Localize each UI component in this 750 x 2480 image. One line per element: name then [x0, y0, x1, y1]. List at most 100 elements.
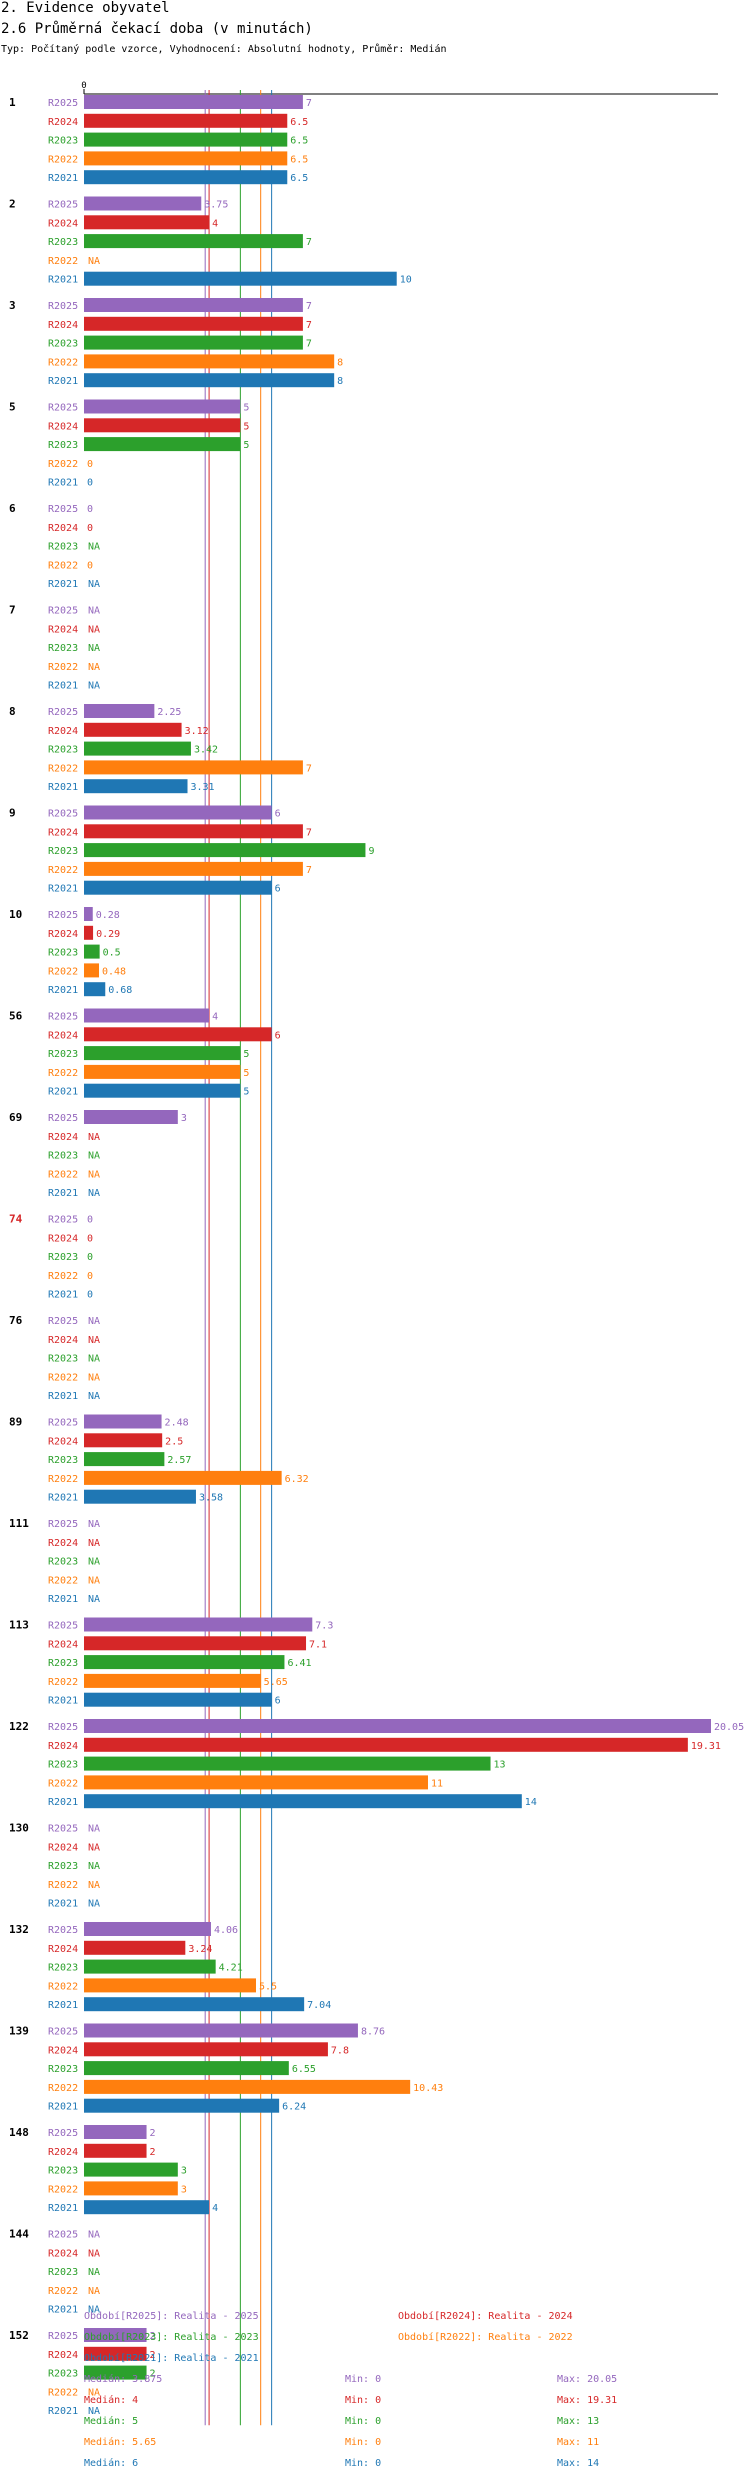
na-label: NA — [88, 1354, 100, 1365]
series-label: R2024 — [48, 320, 78, 331]
bar — [84, 373, 335, 388]
series-label: R2024 — [48, 1944, 78, 1955]
data-label: 6.55 — [292, 2064, 316, 2075]
series-label: R2021 — [48, 173, 78, 184]
data-label: 4 — [212, 218, 218, 229]
data-label: 7.1 — [309, 1639, 327, 1650]
na-label: NA — [88, 1151, 100, 1162]
data-label: 5 — [243, 1087, 249, 1098]
series-label: R2025 — [48, 1925, 78, 1936]
data-label: 2 — [150, 2369, 156, 2380]
category-label: 2 — [9, 198, 16, 211]
na-label: NA — [88, 662, 100, 673]
series-label: R2023 — [48, 1455, 78, 1466]
bar — [84, 1655, 285, 1670]
data-label: 2 — [150, 2331, 156, 2342]
category-label: 132 — [9, 1923, 29, 1936]
data-label: 20.05 — [714, 1722, 744, 1733]
bar — [84, 298, 303, 312]
series-label: R2023 — [48, 1049, 78, 1060]
bar — [84, 880, 272, 895]
data-label: 9 — [368, 846, 374, 857]
series-label: R2025 — [48, 2331, 78, 2342]
series-label: R2024 — [48, 624, 78, 635]
x-tick-label: 0 — [81, 81, 86, 91]
section-title: 2. Evidence obyvatel — [1, 0, 170, 16]
series-label: R2024 — [48, 1538, 78, 1549]
bar — [84, 2098, 280, 2113]
bar — [84, 2061, 289, 2076]
bar — [84, 1692, 272, 1707]
na-label: NA — [88, 579, 100, 590]
legend-entry: Období[R2024]: Realita - 2024 — [398, 2311, 573, 2322]
category-label: 1 — [9, 96, 16, 109]
series-label: R2023 — [48, 948, 78, 959]
data-label: 7 — [306, 301, 312, 312]
bar — [84, 1737, 688, 1752]
series-label: R2025 — [48, 200, 78, 211]
series-label: R2023 — [48, 2267, 78, 2278]
data-label: 6.5 — [290, 117, 308, 128]
bar — [84, 1719, 711, 1733]
series-label: R2024 — [48, 421, 78, 432]
bar — [84, 944, 100, 959]
chart-subtitle: Typ: Počítaný podle vzorce, Vyhodnocení:… — [1, 44, 447, 55]
bar — [84, 760, 303, 775]
category-label: 122 — [9, 1720, 29, 1733]
na-label: NA — [88, 2406, 100, 2417]
bar — [84, 316, 303, 331]
series-label: R2023 — [48, 643, 78, 654]
bar — [84, 925, 94, 940]
series-label: R2024 — [48, 1436, 78, 1447]
data-label: 5 — [243, 440, 249, 451]
data-label: 14 — [525, 1797, 537, 1808]
series-label: R2023 — [48, 2369, 78, 2380]
bar — [84, 1414, 162, 1429]
bar — [84, 113, 288, 128]
na-label: NA — [88, 1391, 100, 1402]
bar — [84, 1997, 305, 2012]
na-label: NA — [88, 1842, 100, 1853]
series-label: R2021 — [48, 1696, 78, 1707]
series-label: R2025 — [48, 301, 78, 312]
na-label: NA — [88, 1880, 100, 1891]
data-label: 2 — [150, 2128, 156, 2139]
bar — [84, 1027, 272, 1042]
bar — [84, 1959, 216, 1974]
data-label: 0.28 — [96, 910, 120, 921]
series-label: R2023 — [48, 542, 78, 553]
series-label: R2023 — [48, 1658, 78, 1669]
data-label: 6.5 — [290, 136, 308, 147]
series-label: R2021 — [48, 1899, 78, 1910]
series-label: R2024 — [48, 1639, 78, 1650]
series-label: R2021 — [48, 1594, 78, 1605]
series-label: R2021 — [48, 985, 78, 996]
data-label: 3 — [181, 2184, 187, 2195]
series-label: R2024 — [48, 523, 78, 534]
data-label: 3.42 — [194, 745, 218, 756]
bar — [84, 722, 182, 737]
stat-min: Min: 0 — [345, 2437, 382, 2448]
series-label: R2021 — [48, 1290, 78, 1301]
bar — [84, 196, 202, 211]
series-label: R2024 — [48, 1842, 78, 1853]
na-label: NA — [88, 606, 100, 617]
data-label: 4 — [212, 2203, 218, 2214]
series-label: R2021 — [48, 275, 78, 286]
bar — [84, 843, 366, 858]
series-label: R2025 — [48, 403, 78, 414]
na-label: NA — [88, 624, 100, 635]
bar — [84, 95, 303, 109]
bar — [84, 1636, 307, 1651]
series-label: R2022 — [48, 2286, 78, 2297]
series-label: R2022 — [48, 357, 78, 368]
na-label: NA — [88, 1594, 100, 1605]
data-label: 7 — [306, 98, 312, 109]
series-label: R2025 — [48, 606, 78, 617]
series-label: R2024 — [48, 1741, 78, 1752]
bar — [84, 2328, 147, 2342]
bar — [84, 2365, 147, 2380]
series-label: R2025 — [48, 1215, 78, 1226]
series-label: R2022 — [48, 2387, 78, 2398]
data-label: 4 — [212, 1012, 218, 1023]
